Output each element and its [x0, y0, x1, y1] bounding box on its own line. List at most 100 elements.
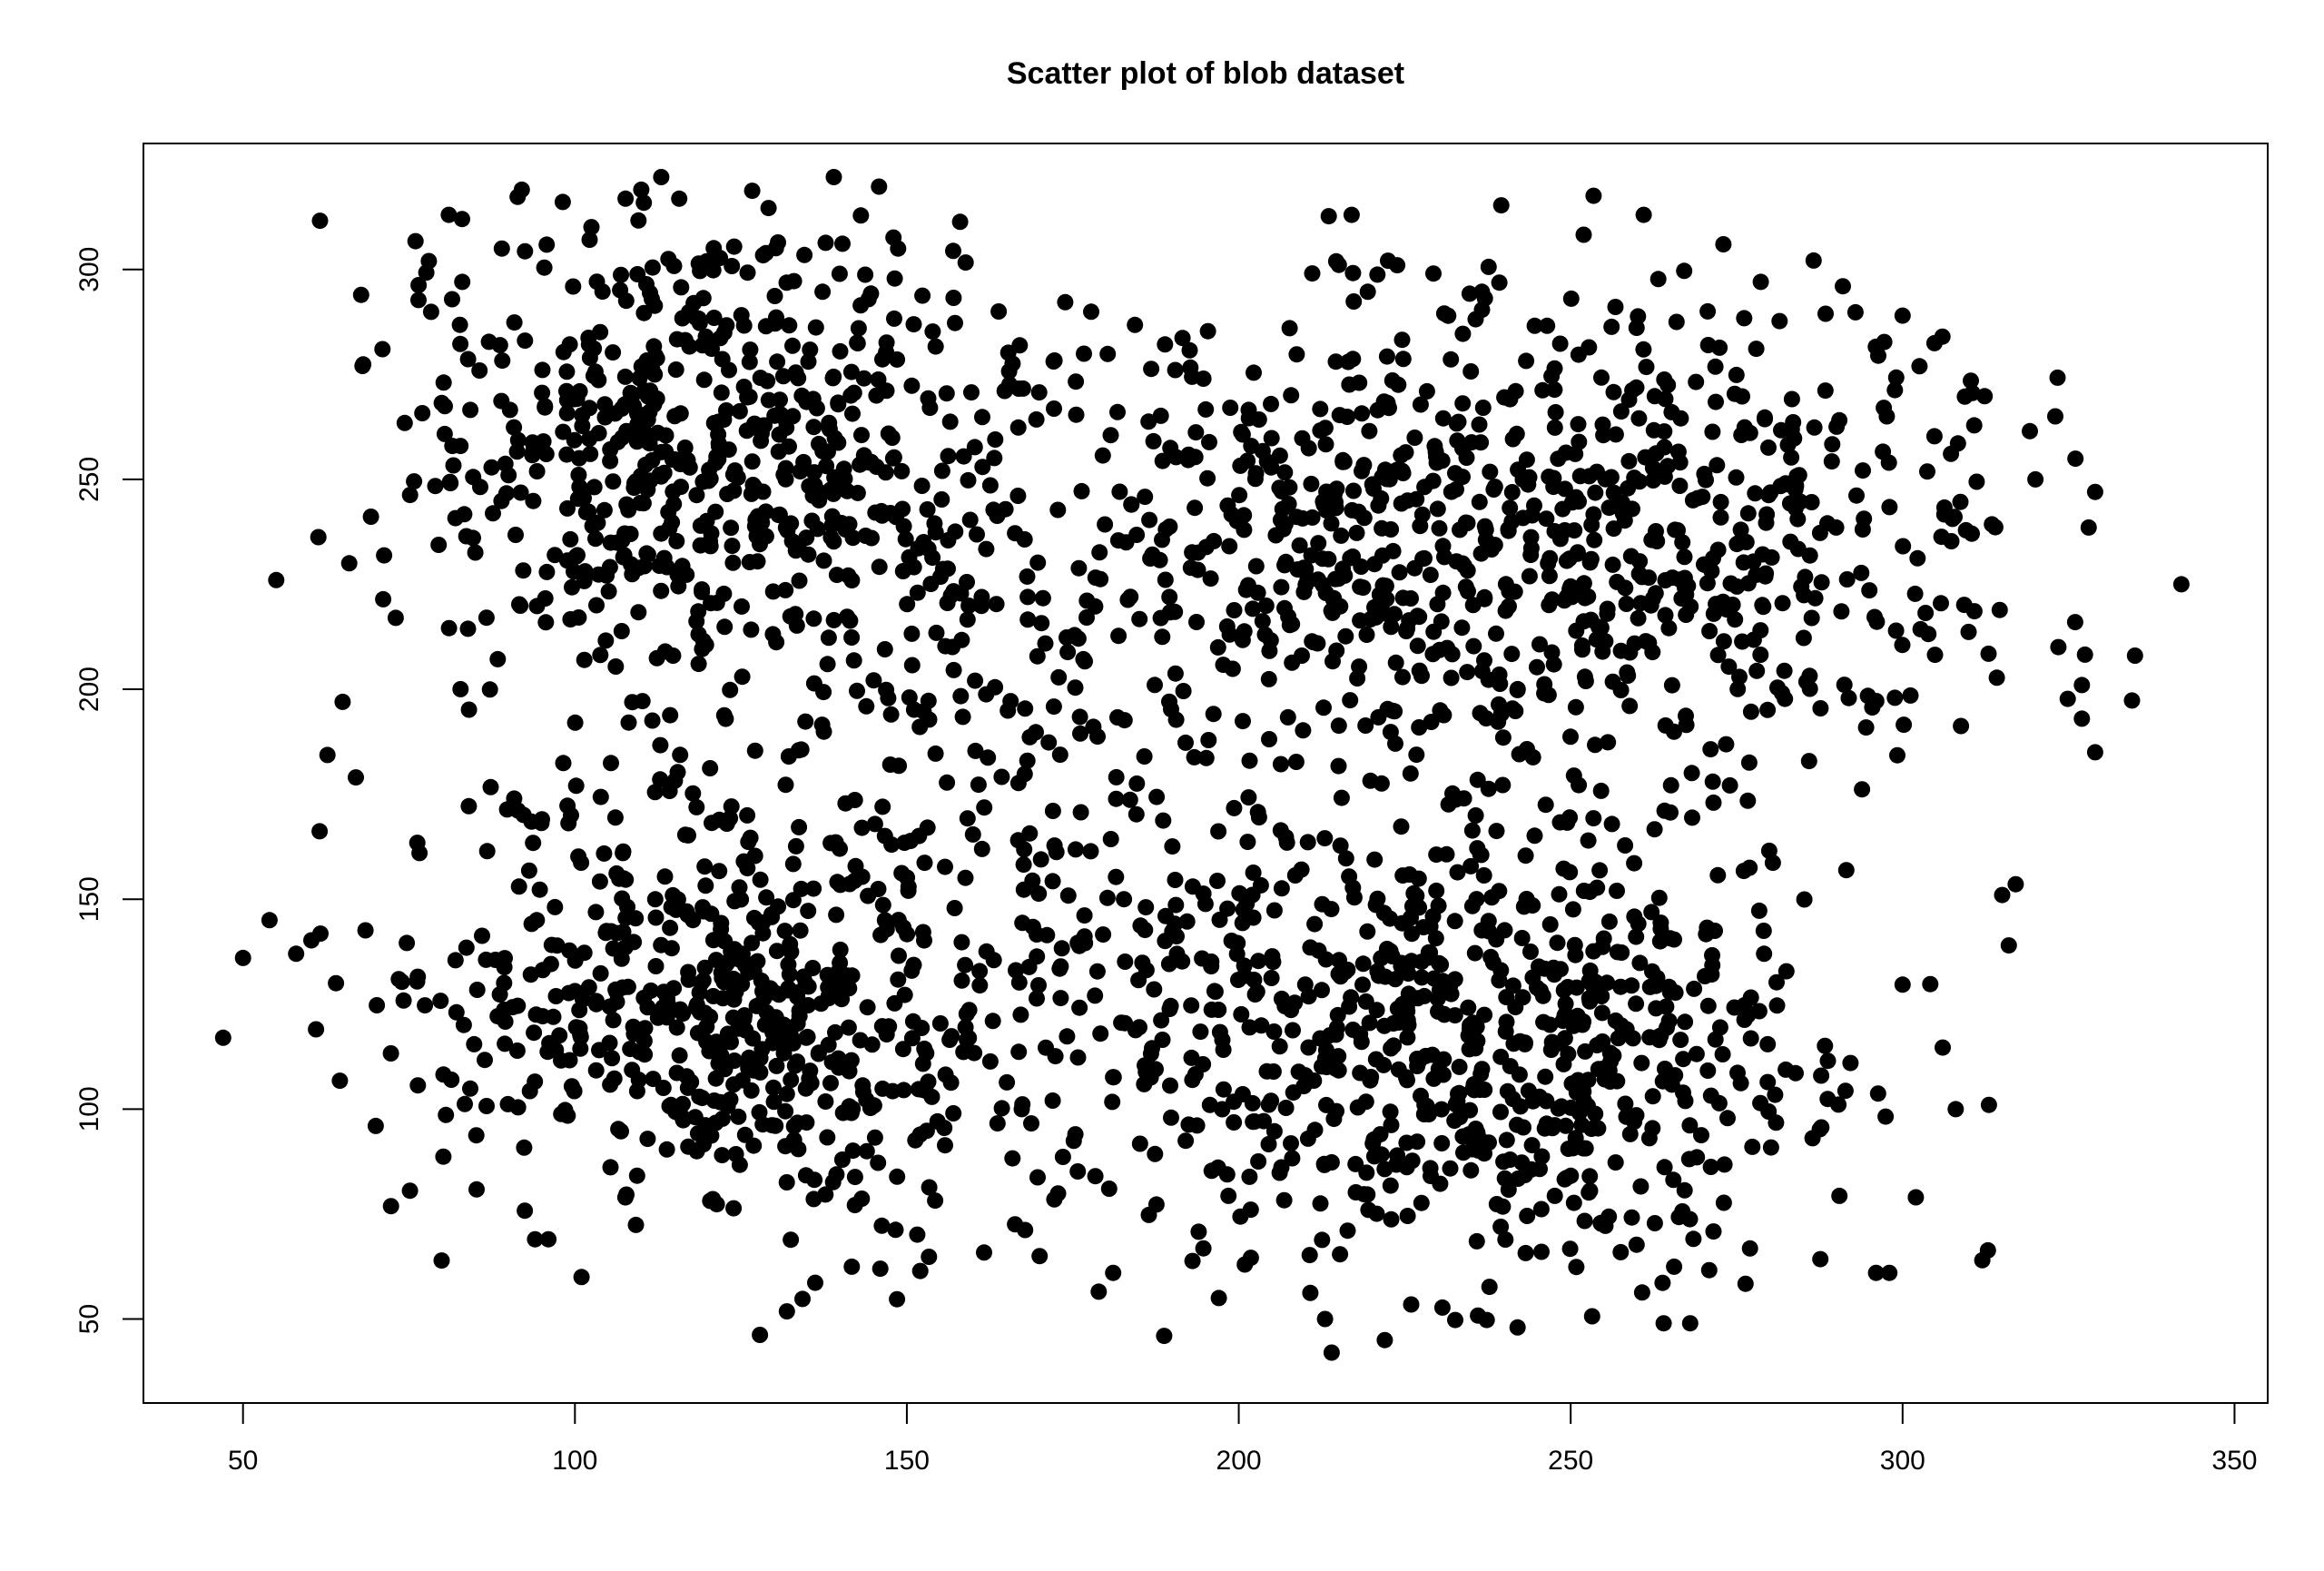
data-point	[528, 912, 546, 929]
data-point	[1136, 748, 1153, 765]
data-point	[1142, 550, 1159, 567]
data-point	[1624, 1030, 1641, 1047]
data-point	[852, 297, 870, 314]
data-point	[1409, 637, 1426, 655]
data-point	[438, 1106, 455, 1123]
data-point	[1435, 305, 1452, 322]
data-point	[1707, 923, 1723, 939]
data-point	[1492, 197, 1510, 214]
data-point	[1059, 1028, 1076, 1045]
data-point	[1258, 453, 1275, 470]
data-point	[625, 934, 643, 951]
data-point	[886, 310, 902, 327]
data-point	[448, 1003, 465, 1021]
data-point	[454, 273, 471, 291]
data-point	[723, 519, 740, 537]
data-point	[1547, 404, 1564, 420]
data-point	[1279, 708, 1296, 726]
data-point	[1480, 258, 1497, 275]
data-point	[911, 1262, 929, 1280]
data-point	[853, 427, 870, 444]
data-point	[707, 1114, 724, 1131]
data-point	[588, 993, 605, 1010]
data-point	[691, 984, 708, 1001]
data-point	[1359, 283, 1376, 301]
data-point	[1612, 682, 1630, 698]
data-point	[1309, 635, 1326, 652]
data-point	[1757, 410, 1773, 428]
data-point	[1594, 938, 1611, 955]
data-point	[1800, 753, 1817, 770]
data-point	[1531, 636, 1548, 653]
data-point	[1272, 756, 1289, 773]
data-point	[945, 290, 962, 306]
data-point	[1491, 972, 1508, 989]
data-point	[1291, 537, 1308, 554]
data-point	[822, 1074, 839, 1092]
data-point	[478, 843, 496, 860]
data-point	[1628, 928, 1645, 945]
data-point	[644, 712, 661, 729]
data-point	[1177, 734, 1194, 751]
data-point	[921, 1179, 938, 1196]
data-point	[960, 1002, 978, 1019]
data-point	[1128, 805, 1145, 823]
data-point	[826, 469, 843, 486]
data-point	[1111, 483, 1128, 500]
data-point	[1399, 1003, 1416, 1020]
data-point	[1004, 1150, 1021, 1167]
data-point	[1261, 642, 1278, 659]
data-point	[1433, 1101, 1450, 1118]
data-point	[472, 479, 488, 496]
data-point	[876, 641, 893, 657]
data-point	[526, 1024, 543, 1042]
data-point	[563, 1078, 580, 1095]
data-point	[743, 183, 761, 200]
data-point	[1187, 424, 1205, 441]
data-point	[1492, 1103, 1509, 1121]
data-point	[766, 315, 783, 332]
data-point	[844, 529, 862, 547]
data-point	[1771, 312, 1788, 330]
data-point	[1726, 385, 1743, 402]
data-point	[1559, 814, 1576, 831]
data-point	[1672, 1032, 1689, 1049]
data-point	[1481, 923, 1498, 940]
data-point	[868, 459, 885, 475]
data-point	[1876, 333, 1893, 351]
data-point	[1009, 488, 1027, 504]
data-point	[1240, 410, 1257, 427]
data-point	[1210, 823, 1227, 840]
data-point	[1403, 1296, 1420, 1313]
data-point	[966, 1044, 983, 1062]
data-point	[1299, 834, 1316, 851]
data-point	[1736, 419, 1753, 436]
data-point	[1638, 359, 1655, 376]
data-point	[1952, 493, 1969, 510]
data-point	[497, 1035, 514, 1052]
data-point	[882, 706, 900, 723]
data-point	[888, 509, 904, 526]
data-point	[1413, 506, 1431, 523]
data-point	[721, 361, 737, 379]
data-point	[1476, 652, 1492, 669]
data-point	[724, 466, 742, 483]
data-point	[1237, 581, 1255, 598]
data-point	[1382, 943, 1399, 960]
data-point	[1789, 510, 1807, 528]
data-point	[1276, 998, 1294, 1014]
data-point	[784, 337, 801, 354]
data-point	[1431, 954, 1448, 972]
data-point	[695, 371, 713, 389]
data-point	[1455, 1144, 1472, 1161]
data-point	[432, 993, 449, 1010]
data-point	[1719, 1110, 1736, 1127]
data-point	[1330, 1048, 1347, 1065]
data-point	[1912, 620, 1929, 637]
data-point	[466, 1035, 483, 1052]
data-point	[970, 776, 987, 794]
data-point	[1607, 426, 1624, 443]
data-point	[1067, 841, 1084, 858]
data-point	[1795, 629, 1812, 647]
data-point	[538, 563, 556, 580]
